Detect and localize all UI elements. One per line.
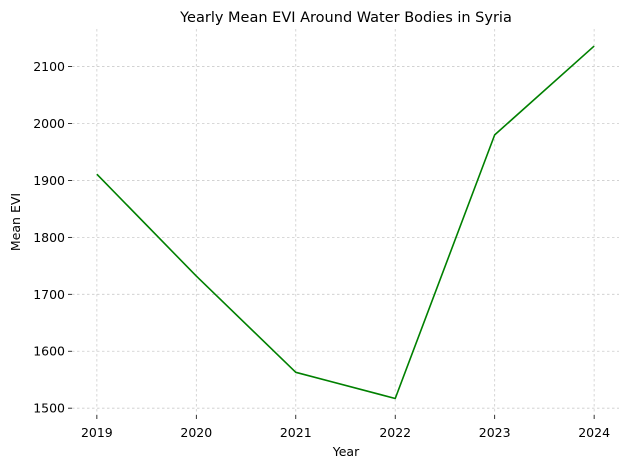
y-tick-label: 1700 xyxy=(33,287,65,302)
x-tick-label: 2024 xyxy=(578,425,610,440)
series-lines xyxy=(96,45,595,400)
x-tick-label: 2023 xyxy=(479,425,511,440)
y-tick-label: 2000 xyxy=(33,116,65,131)
y-tick-labels: 1500 1600 1700 1800 1900 2000 2100 xyxy=(33,59,65,416)
x-axis-label: Year xyxy=(332,444,360,459)
x-tick-label: 2020 xyxy=(180,425,212,440)
x-tick-labels: 2019 2020 2021 2022 2023 2024 xyxy=(81,425,610,440)
y-tick-label: 2100 xyxy=(33,59,65,74)
x-tick-label: 2019 xyxy=(81,425,113,440)
y-tick-label: 1500 xyxy=(33,401,65,416)
grid-lines xyxy=(72,29,619,415)
y-tick-label: 1600 xyxy=(33,344,65,359)
x-tick-label: 2022 xyxy=(379,425,411,440)
series-line xyxy=(96,45,595,400)
y-axis-label: Mean EVI xyxy=(8,193,23,251)
y-tick-label: 1900 xyxy=(33,173,65,188)
x-tick-label: 2021 xyxy=(280,425,312,440)
y-tick-label: 1800 xyxy=(33,230,65,245)
axis-ticks xyxy=(68,66,595,419)
chart-title: Yearly Mean EVI Around Water Bodies in S… xyxy=(179,10,512,26)
